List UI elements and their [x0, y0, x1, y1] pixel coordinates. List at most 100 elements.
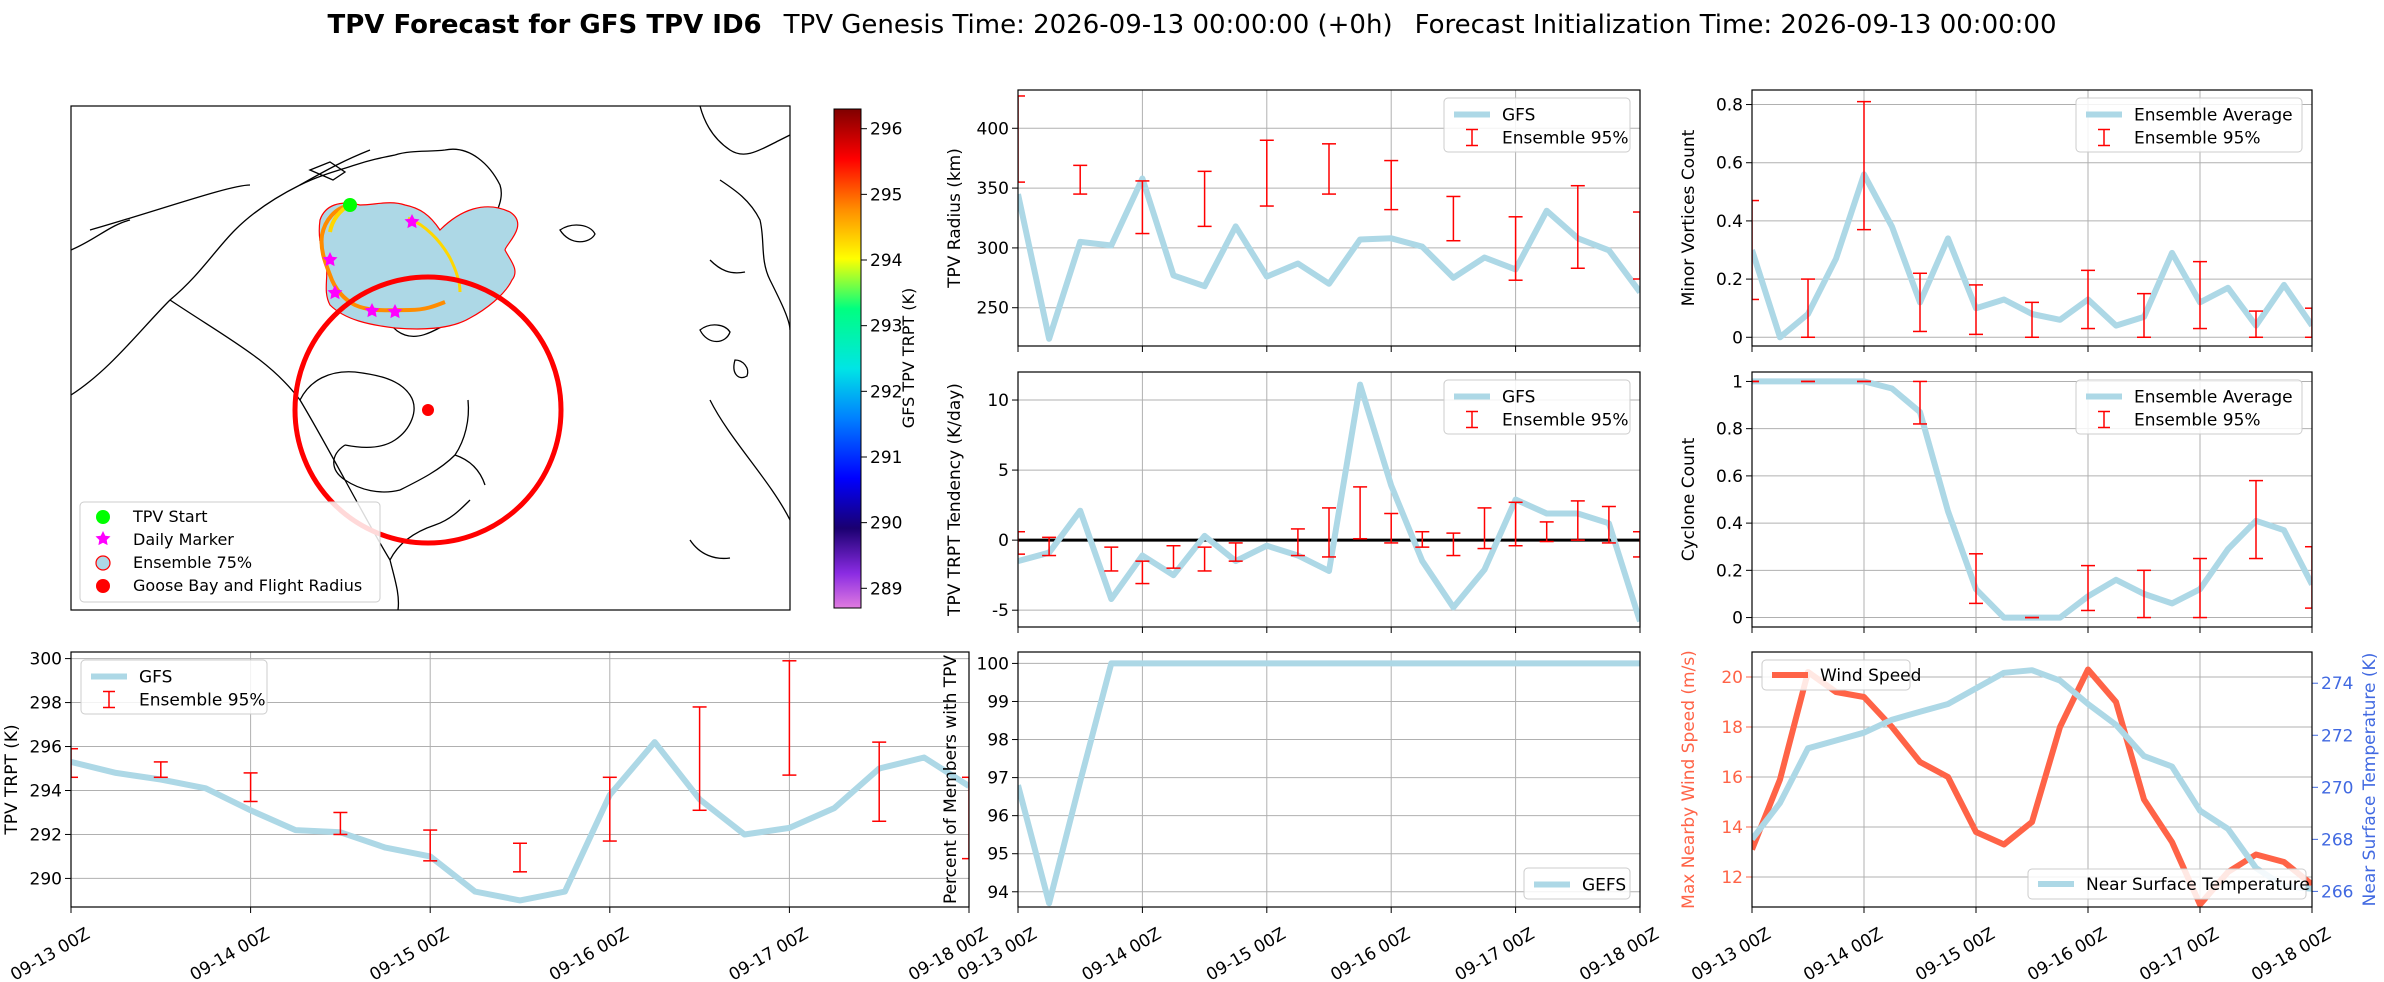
title-init: Forecast Initialization Time: 2026-09-13…	[1415, 10, 2057, 40]
y-tick-label: 0.4	[1716, 514, 1743, 534]
y-axis-label: TPV Radius (km)	[945, 148, 965, 289]
x-tick-label: 09-17 00Z	[2136, 924, 2222, 982]
legend-label: Ensemble 95%	[1502, 411, 1629, 431]
map-legend: TPV Start Daily Marker Ensemble 75% Goos…	[79, 501, 381, 603]
y-tick-label: 250	[977, 299, 1009, 319]
legend-label: Near Surface Temperature	[2086, 875, 2310, 895]
y-tick-label: 350	[977, 179, 1009, 199]
tpv-start-marker	[343, 198, 357, 212]
daily-marker	[327, 285, 343, 300]
y-tick-label-right: 272	[2321, 726, 2353, 746]
y-tick-label: 300	[977, 239, 1009, 259]
y-tick-label: 0.4	[1716, 212, 1743, 232]
legend-ensemble-75: Ensemble 75%	[133, 553, 252, 572]
legend-box	[1443, 97, 1631, 153]
legend-tpv-start: TPV Start	[132, 507, 208, 526]
series-line-gfs	[1018, 175, 1640, 342]
colorbar-tick-label: 293	[870, 317, 902, 337]
chart-minor: 0 0.2 0.4 0.6 0.8 Minor Vortices Count Ensembl…	[1679, 89, 2313, 352]
axes-frame	[1017, 651, 1641, 908]
legend-tpv-start-icon	[96, 510, 110, 524]
x-tick-label: 09-14 00Z	[1800, 924, 1886, 982]
chart-cyclone: 0 0.2 0.4 0.6 0.8 1 Cyclone Count Ensemble Aver…	[1679, 371, 2313, 633]
y-tick-label: 96	[987, 807, 1009, 827]
colorbar-tick-label: 291	[870, 448, 902, 468]
legend-box	[1443, 379, 1631, 435]
x-tick-label: 09-17 00Z	[1452, 924, 1538, 982]
series-line-gefs	[1018, 660, 1640, 907]
y-tick-label: 20	[1721, 668, 1743, 688]
x-tick-label: 09-14 00Z	[187, 924, 273, 982]
legend-label: Ensemble 95%	[1502, 129, 1629, 149]
y-tick-label: 294	[30, 781, 62, 801]
daily-marker	[322, 252, 338, 267]
y-tick-label: 95	[987, 845, 1009, 865]
title-bold: TPV Forecast for GFS TPV ID6	[327, 10, 761, 40]
plot-content	[1018, 95, 1640, 342]
x-tick-label: 09-15 00Z	[1203, 924, 1289, 982]
plot-content	[1018, 660, 1640, 907]
legend-box	[1523, 867, 1631, 900]
x-tick-label: 09-15 00Z	[366, 924, 452, 982]
colorbar-tick-label: 294	[870, 251, 902, 271]
y-axis-label: Percent of Members with TPV	[941, 655, 961, 904]
plot-content	[1752, 378, 2312, 621]
legend-daily-marker: Daily Marker	[133, 530, 234, 549]
legend-label: GFS	[1502, 388, 1535, 408]
series-line-gfs	[1018, 381, 1640, 623]
legend-label: Ensemble Average	[2134, 388, 2293, 408]
y-tick-label-right: 274	[2321, 674, 2353, 694]
y-tick-label-right: 268	[2321, 830, 2353, 850]
legend-label: Ensemble 95%	[2134, 129, 2261, 149]
colorbar-tick-label: 290	[870, 514, 902, 534]
x-tick-label: 09-16 00Z	[2024, 924, 2110, 982]
figure-title: TPV Forecast for GFS TPV ID6 TPV Genesis …	[327, 10, 2056, 40]
legend: Ensemble Average Ensemble 95%	[2075, 379, 2303, 435]
legend: GFS Ensemble 95%	[1443, 379, 1631, 435]
ensemble-75-region	[318, 202, 519, 330]
legend-daily-marker-icon	[95, 531, 111, 546]
y-tick-label: 300	[30, 650, 62, 670]
y-tick-label: 94	[987, 883, 1009, 903]
y-tick-label: 0	[998, 531, 1009, 551]
legend-box	[1761, 659, 1911, 691]
x-tick-label: 09-18 00Z	[2248, 924, 2334, 982]
x-tick-label: 09-17 00Z	[726, 924, 812, 982]
x-tick-label: 09-15 00Z	[1912, 924, 1998, 982]
flight-radius-circle	[292, 274, 564, 546]
y-tick-label: 296	[30, 738, 62, 758]
chart-wind: 12 14 16 18 20 266 268 270 272 274 Near Surface Te…	[1679, 650, 2380, 982]
legend-box	[2075, 97, 2303, 153]
y-axis-label: TPV TRPT Tendency (K/day)	[945, 383, 965, 617]
legend-label: Wind Speed	[1820, 666, 1921, 686]
colorbar-label: GFS TPV TRPT (K)	[899, 288, 918, 428]
daily-marker	[404, 214, 420, 229]
colorbar-gradient	[833, 108, 862, 609]
legend-box	[2075, 379, 2303, 435]
legend: GFS Ensemble 95%	[80, 659, 268, 715]
axes-frame	[1751, 371, 2313, 628]
y-tick-label: 0.6	[1716, 467, 1743, 487]
chart-tendency: -5 0 5 10 TPV TRPT Tendency (K/day) GFS Ensemb…	[945, 371, 1641, 633]
y-tick-label: 0.8	[1716, 420, 1743, 440]
legend-label: Ensemble Average	[2134, 106, 2293, 126]
legend-temperature: Near Surface Temperature	[2027, 868, 2310, 900]
chart-percent: 94 95 96 97 98 99 100 Percent of Members with T…	[941, 651, 1663, 982]
title-genesis: TPV Genesis Time: 2026-09-13 00:00:00 (+…	[783, 10, 1393, 40]
plot-content	[71, 660, 969, 904]
y-tick-label: 14	[1721, 818, 1743, 838]
x-tick-label: 09-16 00Z	[1327, 924, 1413, 982]
legend-ensemble-icon	[95, 555, 111, 571]
y-axis-label: Minor Vortices Count	[1679, 129, 1699, 306]
legend-goose-bay: Goose Bay and Flight Radius	[133, 576, 362, 595]
y-tick-label: 18	[1721, 718, 1743, 738]
chart-radius: 250 300 350 400 TPV Radius (km) GFS Ensemble 9…	[945, 89, 1641, 352]
y-tick-label: 0.2	[1716, 561, 1743, 581]
x-tick-label: 09-14 00Z	[1079, 924, 1165, 982]
daily-marker	[364, 303, 380, 318]
legend-label: Ensemble 95%	[2134, 411, 2261, 431]
map-panel: TPV Start Daily Marker Ensemble 75% Goos…	[70, 105, 791, 611]
chart-trpt: 290 292 294 296 298 300 TPV TRPT (K) 09-13 00Z 0…	[2, 650, 992, 982]
axes-frame	[1017, 89, 1641, 347]
